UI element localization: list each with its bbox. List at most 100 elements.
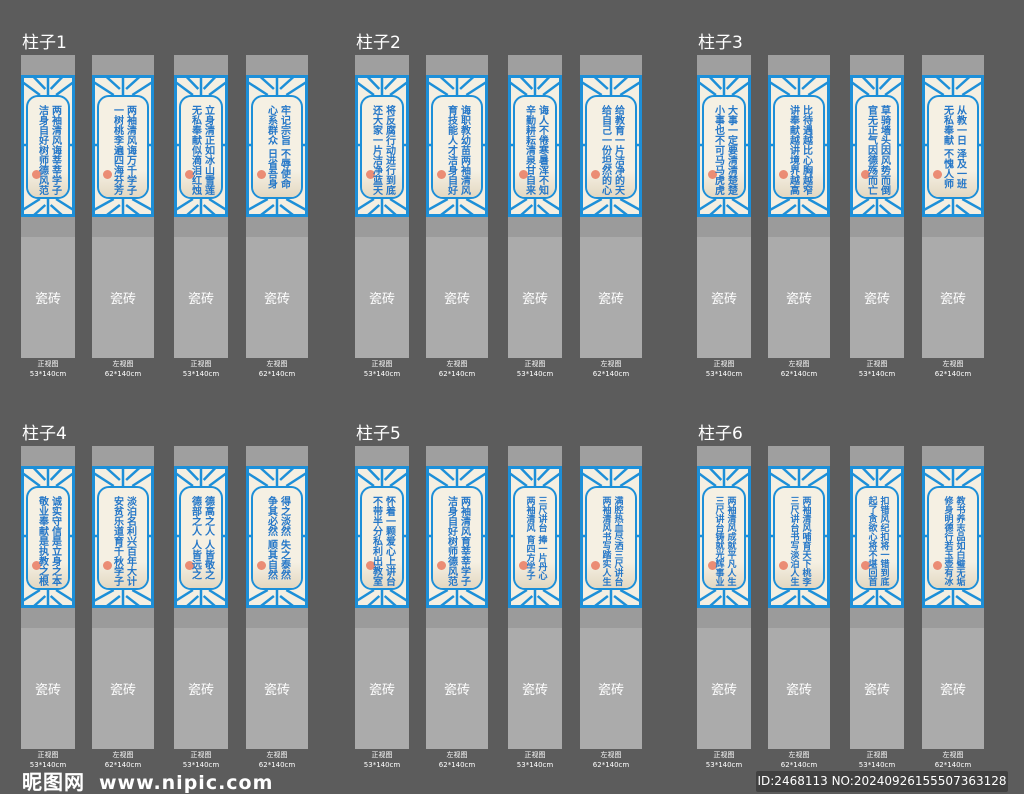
view-size: 53*140cm (705, 370, 743, 378)
view-name: 左视图 (112, 360, 134, 368)
lattice-frame (922, 466, 984, 608)
couplet-line: 无私奉献 不愧人师 (941, 105, 953, 189)
view-size: 53*140cm (363, 761, 401, 769)
couplet-text: 三尺讲台 捧一片丹心 两袖清风 育四方学子 (515, 496, 555, 580)
tile-section: 瓷砖 (92, 628, 154, 749)
couplet-line: 洁身自好树师德风范 (36, 105, 48, 195)
group-title: 柱子6 (698, 424, 743, 444)
couplet-line: 讲奉献越讲境界越高 (787, 105, 799, 195)
view-label: 左视图 62*140cm (572, 750, 650, 770)
pillar-band (922, 217, 984, 237)
pillar-cap (768, 55, 830, 75)
couplet-panel: 从教一日 泽及一班 无私奉献 不愧人师 (922, 75, 984, 217)
pillar-cap (92, 55, 154, 75)
couplet-line: 比待遇越比心胸越窄 (800, 105, 812, 195)
sun-decoration (437, 561, 446, 570)
view-name: 正视图 (37, 751, 59, 759)
view-label: 左视图 62*140cm (572, 359, 650, 379)
lattice-frame (508, 466, 562, 608)
couplet-panel: 满腔热血尽洒三尺讲台 两袖清风书写踏实人生 (580, 466, 642, 608)
nipic-watermark: 昵图网 www.nipic.com (22, 771, 273, 794)
lattice-frame (850, 75, 904, 217)
view-name: 正视图 (371, 751, 393, 759)
tile-section: 瓷砖 (508, 237, 562, 358)
view-size: 62*140cm (934, 761, 972, 769)
pillar-band (580, 608, 642, 628)
view-size: 53*140cm (858, 370, 896, 378)
pillar-cap (426, 446, 488, 466)
couplet-line: 官无正气因德殇而亡 (865, 105, 877, 195)
pillar-band (174, 217, 228, 237)
couplet-line: 从教一日 泽及一班 (954, 105, 966, 189)
pillar-cap (850, 55, 904, 75)
sun-decoration (437, 170, 446, 179)
couplet-panel: 将反腐行动进行到底 还大家一片洁净蓝天 (355, 75, 409, 217)
view-size: 53*140cm (516, 761, 554, 769)
couplet-line: 两袖清风诲万千学子 (124, 105, 136, 195)
couplet-panel: 两袖清风哺育天下桃李 三尺讲台书写淡泊人生 (768, 466, 830, 608)
watermark-url: www.nipic.com (99, 772, 274, 794)
tile-section: 瓷砖 (174, 628, 228, 749)
couplet-line: 大事一定要清清楚楚 (725, 105, 737, 195)
cartouche: 怀着一颗爱心上讲台 不带半分私利出教室 (360, 486, 404, 590)
tile-section: 瓷砖 (426, 237, 488, 358)
view-label: 左视图 62*140cm (760, 359, 838, 379)
sun-decoration (591, 170, 600, 179)
pillar-cap (850, 446, 904, 466)
view-size: 53*140cm (516, 370, 554, 378)
tile-section: 瓷砖 (580, 237, 642, 358)
pillar-band (355, 217, 409, 237)
view-size: 62*140cm (258, 370, 296, 378)
cartouche: 两袖清风诲莘莘学子 洁身自好树师德风范 (26, 95, 70, 199)
sun-decoration (933, 170, 942, 179)
pillar-side-view: 两袖清风哺育天下桃李 三尺讲台书写淡泊人生 瓷砖 (768, 446, 830, 749)
cartouche: 将反腐行动进行到底 还大家一片洁净蓝天 (360, 95, 404, 199)
tile-section: 瓷砖 (768, 628, 830, 749)
couplet-line: 扣错风纪扣将一错到底 (878, 496, 889, 586)
lattice-frame (246, 466, 308, 608)
view-size: 53*140cm (705, 761, 743, 769)
cartouche: 扣错风纪扣将一错到底 起了贪欲心将不堪回首 (855, 486, 899, 590)
couplet-line: 育技能人才洁身自好 (445, 105, 457, 195)
lattice-frame (697, 466, 751, 608)
pillar-band (21, 217, 75, 237)
cartouche: 两袖清风哺育天下桃李 三尺讲台书写淡泊人生 (773, 486, 825, 590)
couplet-text: 诲人不倦寒暑浑不知 辛勤耕耘清泉甘自来 (515, 105, 555, 195)
group-title: 柱子2 (356, 33, 401, 53)
couplet-line: 草骑墙头因风势而倒 (878, 105, 890, 195)
tile-section: 瓷砖 (246, 628, 308, 749)
couplet-panel: 德高之人 人皆敬之 德部之人 人皆远之 (174, 466, 228, 608)
pillar-band (580, 217, 642, 237)
couplet-line: 两袖清风成就平凡人生 (725, 496, 736, 586)
view-name: 正视图 (190, 751, 212, 759)
couplet-panel: 两袖清风成就平凡人生 三尺讲台铸就光辉事业 (697, 466, 751, 608)
pillar-side-view: 淡泊名利兴百年大计 安贫乐道育千秋学子 瓷砖 (92, 446, 154, 749)
view-name: 左视图 (942, 360, 964, 368)
sun-decoration (32, 561, 41, 570)
couplet-text: 诚实守信是立身之本 敬业奉献是执教之根 (28, 496, 68, 586)
sun-decoration (779, 561, 788, 570)
sun-decoration (779, 170, 788, 179)
pillar-front-view: 扣错风纪扣将一错到底 起了贪欲心将不堪回首 瓷砖 (850, 446, 904, 749)
couplet-text: 两袖清风诲万千学子 一树桃李遍四海芬芳 (99, 105, 147, 195)
view-label: 正视图 53*140cm (842, 750, 912, 770)
view-label: 左视图 62*140cm (238, 359, 316, 379)
lattice-frame (21, 466, 75, 608)
couplet-panel: 教书养志品如白璧无垢 修身明德行若玉壶有冰 (922, 466, 984, 608)
couplet-text: 从教一日 泽及一班 无私奉献 不愧人师 (929, 105, 977, 188)
cartouche: 诲职教幼苗两袖清风 育技能人才洁身自好 (431, 95, 483, 199)
sun-decoration (519, 170, 528, 179)
lattice-frame (768, 466, 830, 608)
couplet-panel: 立身清正如冰山雪莲 无私奉献似滴泪红烛 (174, 75, 228, 217)
pillar-band (21, 608, 75, 628)
couplet-line: 辛勤耕耘清泉甘自来 (523, 105, 535, 195)
pillar-cap (580, 55, 642, 75)
pillar-cap (697, 55, 751, 75)
couplet-panel: 牢记宗旨 不辱使命 心系群众 日省吾身 (246, 75, 308, 217)
tile-section: 瓷砖 (21, 237, 75, 358)
couplet-line: 牢记宗旨 不辱使命 (278, 105, 290, 189)
couplet-text: 扣错风纪扣将一错到底 起了贪欲心将不堪回首 (857, 496, 897, 586)
pillar-side-view: 诲职教幼苗两袖清风 育技能人才洁身自好 瓷砖 (426, 55, 488, 358)
sun-decoration (257, 170, 266, 179)
lattice-frame (580, 466, 642, 608)
